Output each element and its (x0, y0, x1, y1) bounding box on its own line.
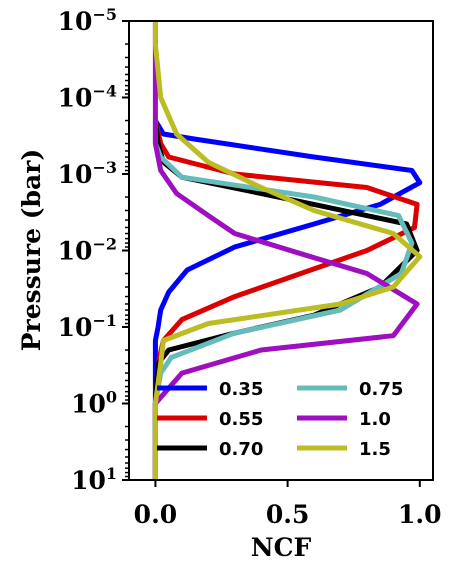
y-tick-base: 10 (58, 84, 93, 113)
y-tick-exponent: 0 (106, 388, 117, 407)
y-tick-base: 10 (58, 7, 93, 36)
legend-label: 0.55 (219, 409, 263, 430)
x-tick-label: 0.0 (134, 500, 178, 529)
y-tick-base: 10 (71, 466, 106, 495)
y-tick-base: 10 (58, 237, 93, 266)
x-axis: 0.0 0.5 1.0 (134, 480, 442, 529)
series-line-0.75 (152, 120, 415, 480)
y-tick-base: 10 (58, 313, 93, 342)
y-tick-base: 10 (71, 390, 106, 419)
plot-area (129, 21, 433, 480)
y-tick-label: 10−2 (58, 235, 117, 266)
y-tick-exponent: −2 (92, 235, 117, 254)
series-line-1.0 (152, 21, 420, 480)
legend-label: 0.75 (359, 379, 403, 400)
x-axis-title: NCF (251, 533, 312, 562)
y-tick-label: 100 (71, 388, 117, 419)
legend-label: 1.0 (359, 409, 391, 430)
y-tick-label: 10−5 (58, 5, 117, 36)
x-tick-label: 1.0 (398, 500, 442, 529)
series-line-0.35 (152, 119, 423, 480)
y-tick-exponent: −3 (92, 158, 117, 177)
y-tick-label: 10−1 (58, 311, 117, 342)
legend: 0.35 0.55 0.70 0.75 1.0 1.5 (157, 379, 403, 460)
y-tick-label: 10−3 (58, 158, 117, 189)
series-line-1.5 (152, 21, 423, 480)
y-tick-base: 10 (58, 160, 93, 189)
y-tick-label: 10−4 (58, 82, 117, 113)
y-tick-exponent: 1 (106, 464, 117, 483)
legend-label: 1.5 (359, 439, 391, 460)
x-tick-label: 0.5 (266, 500, 310, 529)
y-tick-exponent: −5 (92, 5, 117, 24)
y-tick-exponent: −1 (92, 311, 117, 330)
legend-label: 0.70 (219, 439, 263, 460)
y-axis-title: Pressure (bar) (17, 149, 46, 352)
legend-label: 0.35 (219, 379, 263, 400)
y-tick-exponent: −4 (92, 82, 117, 101)
series-layer (152, 21, 423, 480)
y-tick-label: 101 (71, 464, 117, 495)
